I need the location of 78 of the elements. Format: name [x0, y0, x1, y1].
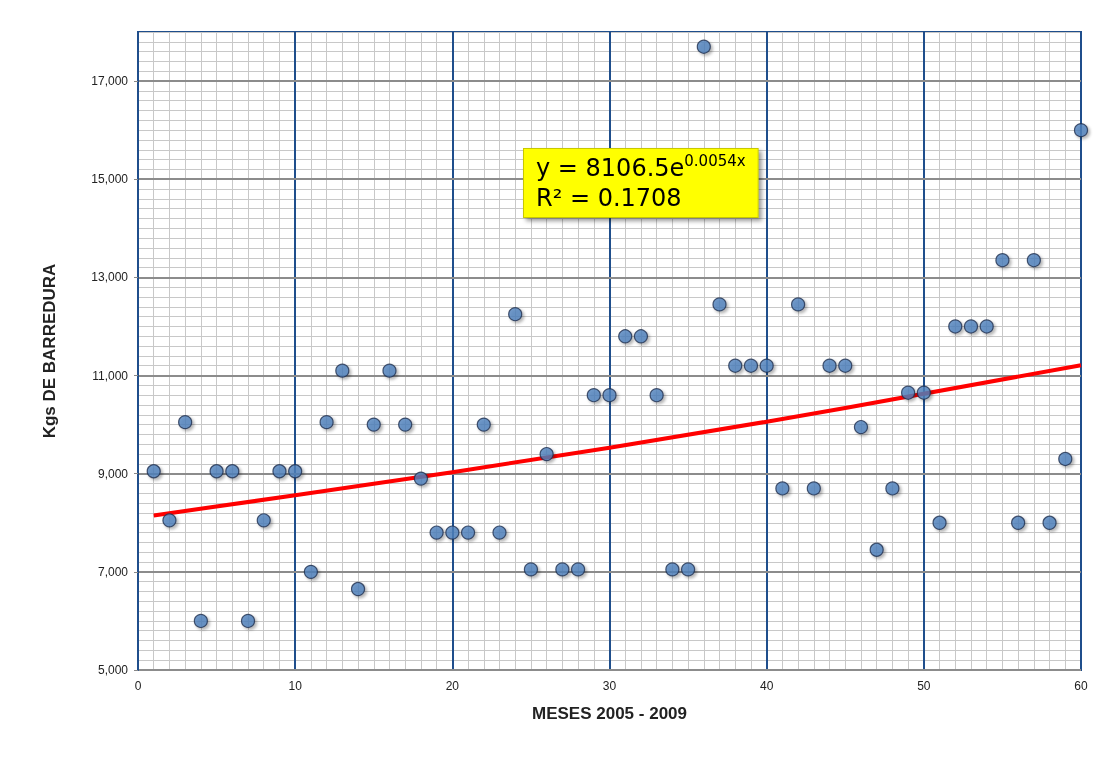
point: [445, 525, 460, 540]
point: [791, 297, 806, 312]
point: [413, 471, 428, 486]
point: [288, 464, 303, 479]
point: [178, 415, 193, 430]
point: [398, 417, 413, 432]
point: [681, 562, 696, 577]
point: [225, 464, 240, 479]
point: [916, 385, 931, 400]
x-tick-label: 10: [288, 679, 303, 693]
point: [193, 613, 208, 629]
point: [382, 363, 397, 378]
point: [743, 358, 759, 373]
point: [1011, 515, 1026, 530]
point: [1026, 253, 1041, 268]
point: [476, 417, 491, 432]
point: [146, 464, 161, 479]
point: [319, 415, 334, 430]
x-tick-label: 20: [445, 679, 460, 693]
y-tick-label: 5,000: [97, 663, 129, 677]
point: [665, 562, 680, 577]
point: [492, 525, 507, 540]
x-tick-label: 0: [134, 679, 142, 693]
point: [932, 515, 947, 530]
point: [1042, 515, 1057, 530]
point: [979, 319, 994, 334]
point: [633, 329, 649, 344]
point: [963, 319, 979, 334]
y-tick-label: 15,000: [91, 172, 129, 187]
point: [1058, 451, 1073, 467]
point: [539, 446, 554, 462]
point: [838, 358, 853, 373]
x-axis-title: MESES 2005 - 2009: [532, 704, 687, 723]
point: [240, 613, 256, 629]
point: [696, 39, 711, 54]
point: [995, 253, 1010, 268]
point: [775, 481, 790, 496]
point: [948, 319, 963, 334]
x-tick-label: 40: [759, 679, 774, 693]
point: [162, 513, 177, 528]
point: [759, 358, 774, 373]
point: [1073, 123, 1089, 138]
point: [649, 388, 664, 403]
point: [366, 417, 381, 432]
point: [822, 358, 837, 373]
point: [303, 564, 318, 579]
point: [272, 464, 287, 479]
x-tick-label: 60: [1074, 679, 1088, 693]
y-axis-title: Kgs DE BARREDURA: [40, 263, 59, 439]
point: [602, 388, 617, 403]
point: [728, 358, 743, 373]
point: [570, 562, 586, 577]
point: [586, 388, 601, 403]
y-tick-label: 7,000: [97, 564, 129, 579]
point: [555, 562, 570, 577]
point: [508, 307, 523, 322]
point: [618, 329, 633, 344]
y-tick-label: 13,000: [91, 270, 129, 285]
annotation: R² = 0.1708: [536, 184, 682, 212]
point: [712, 297, 727, 312]
point: [901, 385, 916, 400]
point: [256, 513, 271, 528]
point: [209, 464, 224, 479]
point: [350, 581, 366, 597]
point: [429, 525, 444, 540]
y-tick-label: 9,000: [97, 466, 129, 481]
point: [460, 525, 476, 540]
y-tick-label: 17,000: [91, 74, 129, 89]
point: [853, 419, 869, 435]
line-series: [151, 363, 1083, 518]
point: [869, 542, 884, 557]
point: [523, 562, 539, 577]
point: [335, 363, 350, 378]
x-tick-label: 30: [602, 679, 617, 693]
y-tick-label: 11,000: [92, 368, 129, 383]
point: [806, 481, 821, 496]
point: [885, 481, 900, 496]
x-tick-label: 50: [917, 679, 931, 693]
